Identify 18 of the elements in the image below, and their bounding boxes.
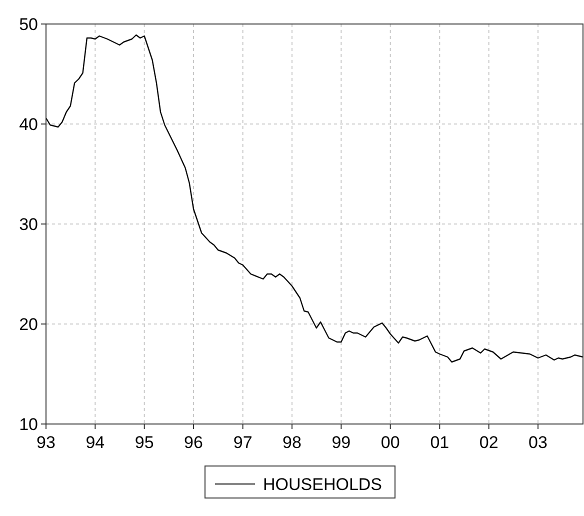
x-tick-label: 98	[282, 433, 302, 452]
x-tick-label: 94	[86, 433, 105, 452]
legend-label: HOUSEHOLDS	[263, 474, 382, 494]
x-tick-label: 01	[430, 433, 450, 452]
x-tick-label: 02	[479, 433, 498, 452]
y-tick-label: 20	[19, 314, 38, 334]
x-tick-label: 00	[380, 433, 400, 452]
x-tick-label: 99	[332, 433, 351, 452]
y-tick-label: 30	[19, 214, 38, 234]
x-tick-label: 03	[528, 433, 548, 452]
x-tick-label: 97	[233, 433, 252, 452]
line-series	[45, 34, 584, 363]
x-tick-label: 96	[184, 433, 203, 452]
y-tick-label: 40	[19, 114, 38, 134]
y-tick-label: 50	[19, 14, 38, 34]
x-tick-label: 93	[36, 433, 56, 452]
y-tick-label: 10	[19, 414, 38, 434]
x-tick-label: 95	[134, 433, 154, 452]
